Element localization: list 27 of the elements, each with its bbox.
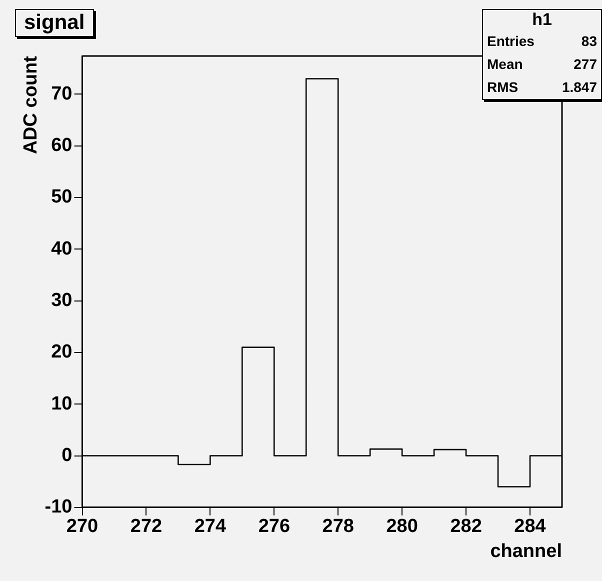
y-tick-label: 20	[51, 342, 72, 363]
text: Entries	[487, 32, 534, 51]
annotation: Mean	[487, 55, 523, 74]
x-tick-label: 284	[514, 516, 546, 538]
x-axis-title: channel	[490, 540, 562, 562]
x-tick-label: 280	[386, 516, 418, 538]
y-tick-label: 30	[51, 290, 72, 312]
text: 1.847	[562, 78, 597, 97]
x-tick-label: 272	[130, 516, 162, 538]
x-tick-label: 274	[194, 516, 226, 538]
y-tick-label: -10	[44, 496, 72, 518]
annotation: RMS	[487, 78, 518, 97]
y-tick-label: 10	[51, 393, 72, 414]
y-tick-label: 40	[51, 238, 72, 260]
text: h1	[531, 10, 553, 30]
text: 83	[581, 32, 597, 51]
x-tick-label: 276	[258, 516, 290, 538]
x-tick-label: 278	[322, 516, 354, 538]
x-tick-label: 282	[450, 516, 482, 538]
text: 277	[574, 55, 597, 74]
y-tick-label: 60	[51, 135, 72, 156]
y-axis-title: ADC count	[20, 55, 42, 154]
y-tick-label: 70	[51, 83, 72, 104]
chart-title: signal	[15, 9, 94, 37]
y-tick-label: 50	[51, 186, 72, 208]
x-tick-label: 270	[66, 516, 98, 538]
y-tick-label: 0	[62, 444, 72, 466]
